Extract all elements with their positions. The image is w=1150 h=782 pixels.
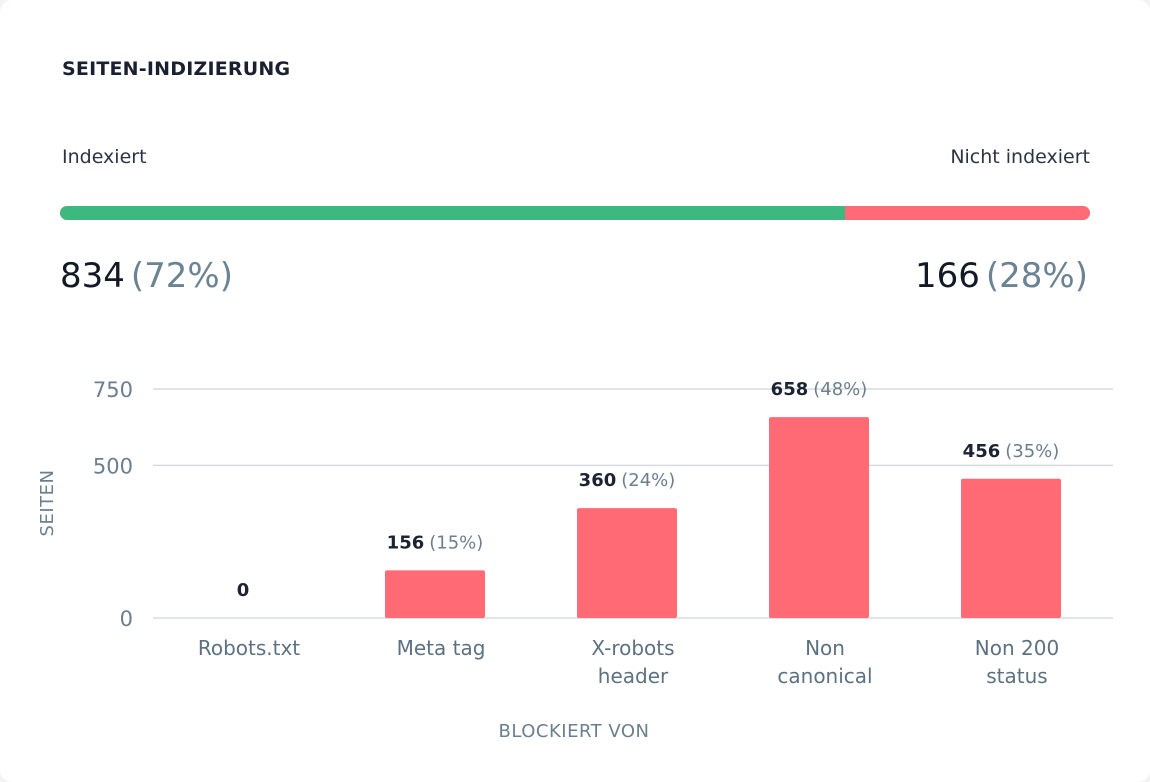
bar-2 (577, 508, 677, 618)
data-label-0: 0 (237, 580, 250, 601)
not-indexed-count: 166 (914, 256, 980, 296)
indexing-progress-bar (60, 206, 1090, 220)
data-label-2: 360 (24%) (579, 470, 676, 491)
x-tick-label-2: header (598, 664, 669, 688)
data-label-4: 456 (35%) (963, 441, 1060, 462)
bar-3 (769, 417, 869, 618)
x-tick-label-0: Robots.txt (198, 636, 300, 660)
not-indexed-stat: 166 (28%) (915, 254, 1088, 298)
indexed-percent: (72%) (130, 256, 234, 296)
x-tick-label-3: canonical (777, 664, 872, 688)
x-tick-label-4: status (986, 664, 1047, 688)
not-indexed-percent: (28%) (985, 256, 1088, 296)
y-tick-label: 500 (93, 454, 133, 478)
bar-1 (385, 570, 485, 618)
x-axis-title: BLOCKIERT VON (498, 721, 649, 742)
y-axis-title: SEITEN (37, 470, 58, 537)
indexed-progress-fill (60, 206, 845, 220)
indexed-stat: 834 (72%) (60, 254, 233, 298)
indexed-count: 834 (60, 256, 125, 296)
card-title: SEITEN-INDIZIERUNG (62, 58, 291, 80)
y-tick-label: 0 (120, 607, 133, 631)
data-label-3: 658 (48%) (771, 379, 868, 400)
bar-4 (961, 478, 1061, 618)
x-tick-label-3: Non (805, 636, 845, 660)
indexed-label: Indexiert (62, 146, 147, 168)
data-label-1: 156 (15%) (387, 532, 484, 553)
x-tick-label-2: X-robots (591, 636, 674, 660)
x-tick-label-1: Meta tag (397, 636, 486, 660)
x-tick-label-4: Non 200 (975, 636, 1059, 660)
not-indexed-label: Nicht indexiert (950, 146, 1090, 168)
y-tick-label: 750 (93, 378, 133, 402)
